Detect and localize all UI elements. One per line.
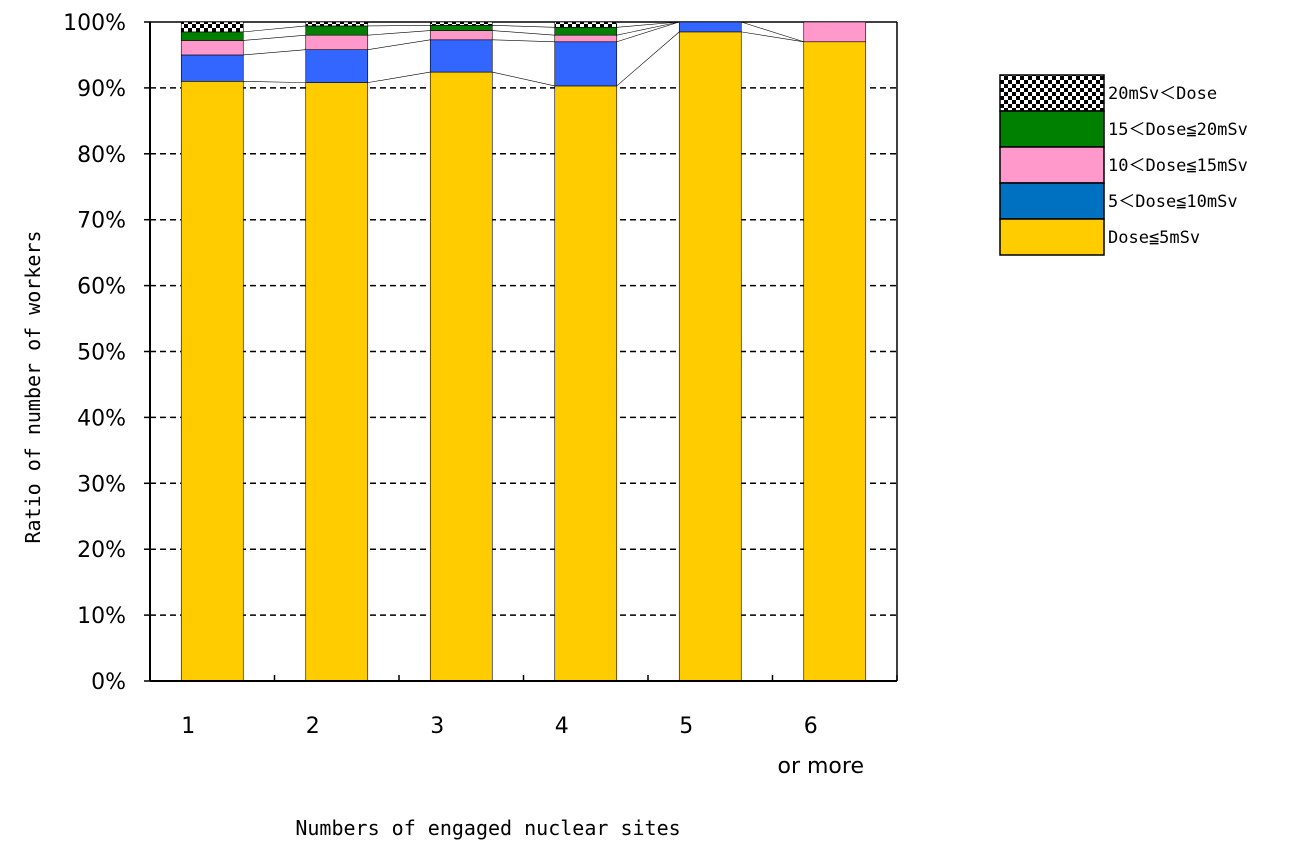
- x-tick-label: 5: [679, 714, 693, 739]
- bar-segment: [305, 25, 369, 36]
- bar-segment: [678, 31, 742, 682]
- axes: [144, 21, 898, 682]
- x-tick-label: 4: [555, 714, 569, 739]
- bar-segment: [180, 31, 244, 41]
- gridlines: [150, 21, 898, 681]
- bar-segment: [429, 21, 493, 26]
- bar-segment: [180, 40, 244, 56]
- bar-segment: [554, 41, 618, 87]
- legend-swatch: [999, 74, 1105, 112]
- bar-segment: [554, 21, 618, 28]
- bar-segment: [429, 71, 493, 682]
- bar-segment: [803, 21, 867, 43]
- x-tick-label: 2: [306, 714, 320, 739]
- bars: [180, 21, 867, 682]
- bar-segment: [678, 21, 742, 33]
- series-connector: [616, 31, 680, 87]
- bar-segment: [305, 34, 369, 50]
- legend-label: Dose≦5mSv: [1108, 228, 1200, 248]
- series-connector: [492, 71, 555, 87]
- y-tick-label: 70%: [77, 209, 126, 234]
- legend: 20mSv＜Dose 15＜Dose≦20mSv 10＜Dose≦15mSv 5＜Do…: [999, 74, 1248, 256]
- y-tick-label: 30%: [77, 472, 126, 497]
- bar-segment: [180, 54, 244, 82]
- series-connector: [741, 31, 804, 43]
- series-connector: [243, 25, 306, 33]
- series-connector: [367, 71, 431, 83]
- x-tick-label: 6: [804, 714, 818, 739]
- legend-swatch: [999, 146, 1105, 184]
- series-connector: [741, 21, 804, 43]
- y-tick-label: 10%: [77, 604, 126, 629]
- y-tick-label: 50%: [77, 341, 126, 366]
- bar-segment: [305, 21, 369, 27]
- y-tick-label: 80%: [77, 143, 126, 168]
- legend-label: 5＜Dose≦10mSv: [1108, 192, 1238, 212]
- x-tick-labels: 1 2 3 4 5 6 or more: [181, 714, 864, 779]
- series-connector-lines: [243, 21, 804, 87]
- bar-segment: [305, 49, 369, 83]
- legend-swatch: [999, 110, 1105, 148]
- legend-label: 20mSv＜Dose: [1108, 84, 1217, 104]
- y-tick-label: 20%: [77, 538, 126, 563]
- y-tick-label: 40%: [77, 406, 126, 431]
- y-tick-label: 0%: [91, 670, 126, 695]
- series-connector: [367, 24, 431, 27]
- bar-segment: [180, 81, 244, 682]
- legend-swatch: [999, 218, 1105, 256]
- series-connector: [616, 21, 680, 28]
- series-connector: [492, 24, 555, 28]
- bar-segment: [803, 41, 867, 682]
- bar-segment: [554, 85, 618, 682]
- series-connector: [492, 30, 555, 36]
- bar-segment: [554, 26, 618, 36]
- legend-label: 15＜Dose≦20mSv: [1108, 120, 1248, 140]
- legend-swatch: [999, 182, 1105, 220]
- legend-label: 10＜Dose≦15mSv: [1108, 156, 1248, 176]
- x-axis-title: Numbers of engaged nuclear sites: [295, 816, 680, 840]
- x-tick-label: 1: [181, 714, 195, 739]
- y-axis-title: Ratio of number of workers: [21, 230, 45, 543]
- x-tick-label-line2: or more: [778, 754, 865, 779]
- y-tick-label: 100%: [63, 11, 126, 36]
- bar-segment: [429, 30, 493, 41]
- series-connector: [367, 30, 431, 36]
- bar-segment: [554, 34, 618, 43]
- y-tick-labels: 0% 10% 20% 30% 40% 50% 60% 70% 80% 90% 100%: [63, 11, 126, 695]
- series-connector: [492, 39, 555, 43]
- series-connector: [616, 21, 680, 43]
- x-tick-label: 3: [430, 714, 444, 739]
- series-connector: [243, 34, 306, 41]
- bar-segment: [305, 82, 369, 682]
- y-tick-label: 90%: [77, 77, 126, 102]
- bar-segment: [180, 21, 244, 33]
- series-connector: [616, 21, 680, 36]
- series-connector: [367, 39, 431, 50]
- y-tick-label: 60%: [77, 275, 126, 300]
- bar-segment: [429, 39, 493, 73]
- series-connector: [243, 49, 306, 56]
- bar-segment: [429, 24, 493, 31]
- series-connector: [243, 81, 306, 83]
